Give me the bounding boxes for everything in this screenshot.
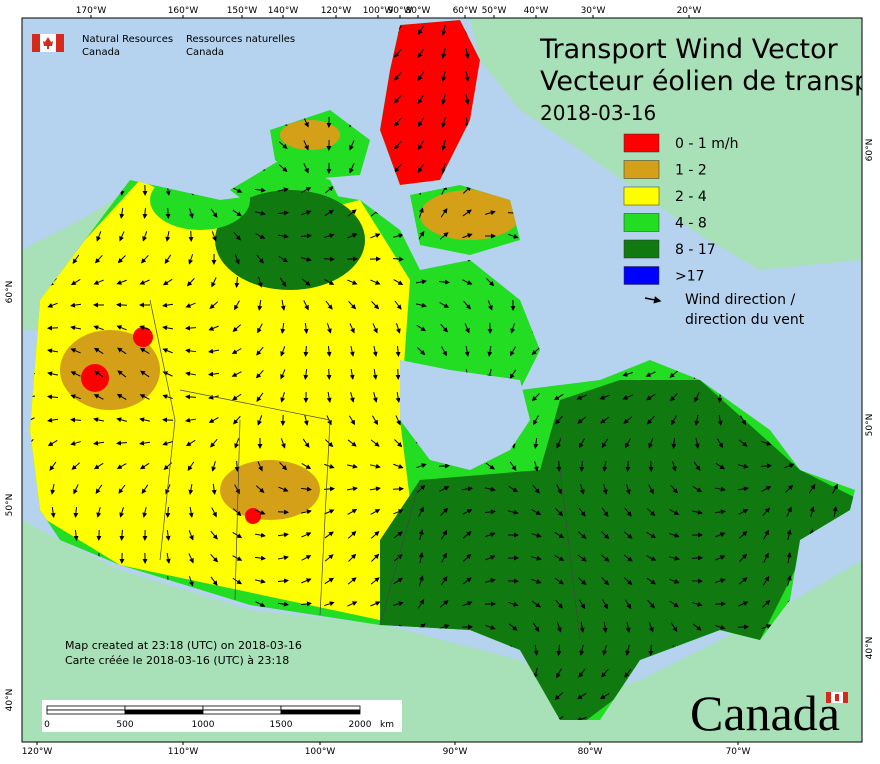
date: 2018-03-16 <box>540 101 656 125</box>
graticule-label: 90°W <box>443 747 468 757</box>
graticule-label: 120°W <box>321 6 352 16</box>
wind-arrow <box>168 208 169 218</box>
scale-label: 1500 <box>270 720 293 730</box>
scale-segment <box>281 710 360 714</box>
scale-unit: km <box>380 720 394 730</box>
scale-segment <box>125 710 203 714</box>
legend-swatch <box>624 240 659 258</box>
legend-swatch <box>624 134 659 152</box>
wordmark-flag-leaf <box>835 694 839 701</box>
legend-swatch <box>624 187 659 205</box>
graticule-label: 80°W <box>406 6 431 16</box>
graticule-label: 160°W <box>168 6 199 16</box>
legend-label: 1 - 2 <box>675 163 707 179</box>
graticule-label: 40°N <box>865 637 875 660</box>
scale-segment <box>203 710 281 714</box>
graticule-label: 120°W <box>22 747 53 757</box>
scale-label: 500 <box>116 720 133 730</box>
graticule-label: 50°W <box>482 6 507 16</box>
graticule-label: 80°W <box>578 747 603 757</box>
agency-fr: Ressources naturelles <box>186 34 295 45</box>
wind-arrow <box>278 512 288 513</box>
graticule-label: 20°W <box>677 6 702 16</box>
graticule-label: 50°N <box>865 414 875 437</box>
graticule-label: 50°N <box>5 494 15 517</box>
legend-swatch <box>624 267 659 285</box>
created-note: Carte créée le 2018-03-16 (UTC) à 23:18 <box>65 654 289 667</box>
graticule-label: 40°W <box>524 6 549 16</box>
zone <box>220 460 320 520</box>
wind-arrow <box>651 461 652 471</box>
wind-arrow <box>508 581 518 582</box>
legend-swatch <box>624 161 659 179</box>
wordmark-flag-bar <box>843 692 848 703</box>
graticule-label: 170°W <box>76 6 107 16</box>
graticule-label: 110°W <box>168 747 199 757</box>
legend-swatch <box>624 214 659 232</box>
agency-fr: Canada <box>186 47 224 58</box>
graticule-label: 150°W <box>227 6 258 16</box>
scale-segment <box>281 706 360 710</box>
created-note: Map created at 23:18 (UTC) on 2018-03-16 <box>65 639 302 652</box>
wind-arrow <box>117 305 127 306</box>
zone <box>81 364 109 392</box>
title: Transport Wind Vector <box>539 34 839 65</box>
scale-bar: 0 500 1000 1500 2000 km <box>42 700 402 732</box>
legend-arrow-label: direction du vent <box>685 312 805 328</box>
legend-label: 2 - 4 <box>675 189 707 205</box>
agency-en: Canada <box>82 47 120 58</box>
scale-segment <box>47 706 125 710</box>
scale-segment <box>47 710 125 714</box>
scale-label: 0 <box>44 720 50 730</box>
zone <box>245 508 261 524</box>
legend-arrow-label: Wind direction / <box>685 292 795 308</box>
legend-label: 0 - 1 m/h <box>675 136 738 152</box>
graticule-label: 140°W <box>268 6 299 16</box>
graticule-label: 60°W <box>453 6 478 16</box>
graticule-label: 30°W <box>581 6 606 16</box>
wind-arrow <box>163 420 173 421</box>
wind-arrow <box>393 489 403 490</box>
wind-arrow <box>692 558 702 559</box>
scale-label: 1000 <box>192 720 215 730</box>
graticule-label: 70°W <box>726 747 751 757</box>
legend-label: 4 - 8 <box>675 216 707 232</box>
flag-bar <box>56 34 64 52</box>
scale-segment <box>125 706 203 710</box>
legend-label: 8 - 17 <box>675 242 716 258</box>
scale-segment <box>203 706 281 710</box>
wordmark-flag-bar <box>826 692 831 703</box>
wind-arrow <box>186 328 196 329</box>
graticule-label: 100°W <box>305 747 336 757</box>
wind-arrow <box>329 369 330 379</box>
zone <box>280 120 340 150</box>
scale-label: 2000 <box>349 720 372 730</box>
zone <box>133 327 153 347</box>
wind-arrow <box>715 604 725 605</box>
graticule-label: 40°N <box>5 689 15 712</box>
agency-en: Natural Resources <box>82 34 173 45</box>
wind-arrow <box>439 466 449 467</box>
map-area <box>22 18 863 742</box>
flag-bar <box>32 34 40 52</box>
legend-label: >17 <box>675 269 705 285</box>
title: Vecteur éolien de transp <box>540 66 871 97</box>
graticule-label: 60°N <box>5 281 15 304</box>
wordmark: Canada <box>690 685 840 741</box>
graticule-label: 60°N <box>865 139 875 162</box>
